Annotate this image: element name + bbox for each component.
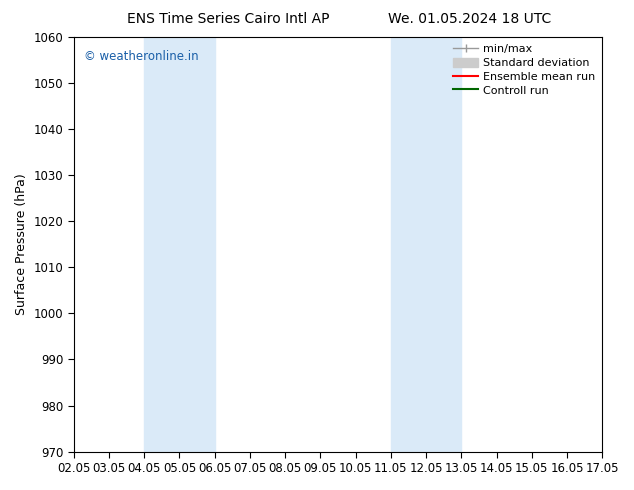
Bar <box>391 37 462 452</box>
Y-axis label: Surface Pressure (hPa): Surface Pressure (hPa) <box>15 173 28 315</box>
Text: ENS Time Series Cairo Intl AP: ENS Time Series Cairo Intl AP <box>127 12 330 26</box>
Bar <box>144 37 215 452</box>
Legend: min/max, Standard deviation, Ensemble mean run, Controll run: min/max, Standard deviation, Ensemble me… <box>450 41 599 99</box>
Text: © weatheronline.in: © weatheronline.in <box>84 49 199 63</box>
Text: We. 01.05.2024 18 UTC: We. 01.05.2024 18 UTC <box>387 12 551 26</box>
